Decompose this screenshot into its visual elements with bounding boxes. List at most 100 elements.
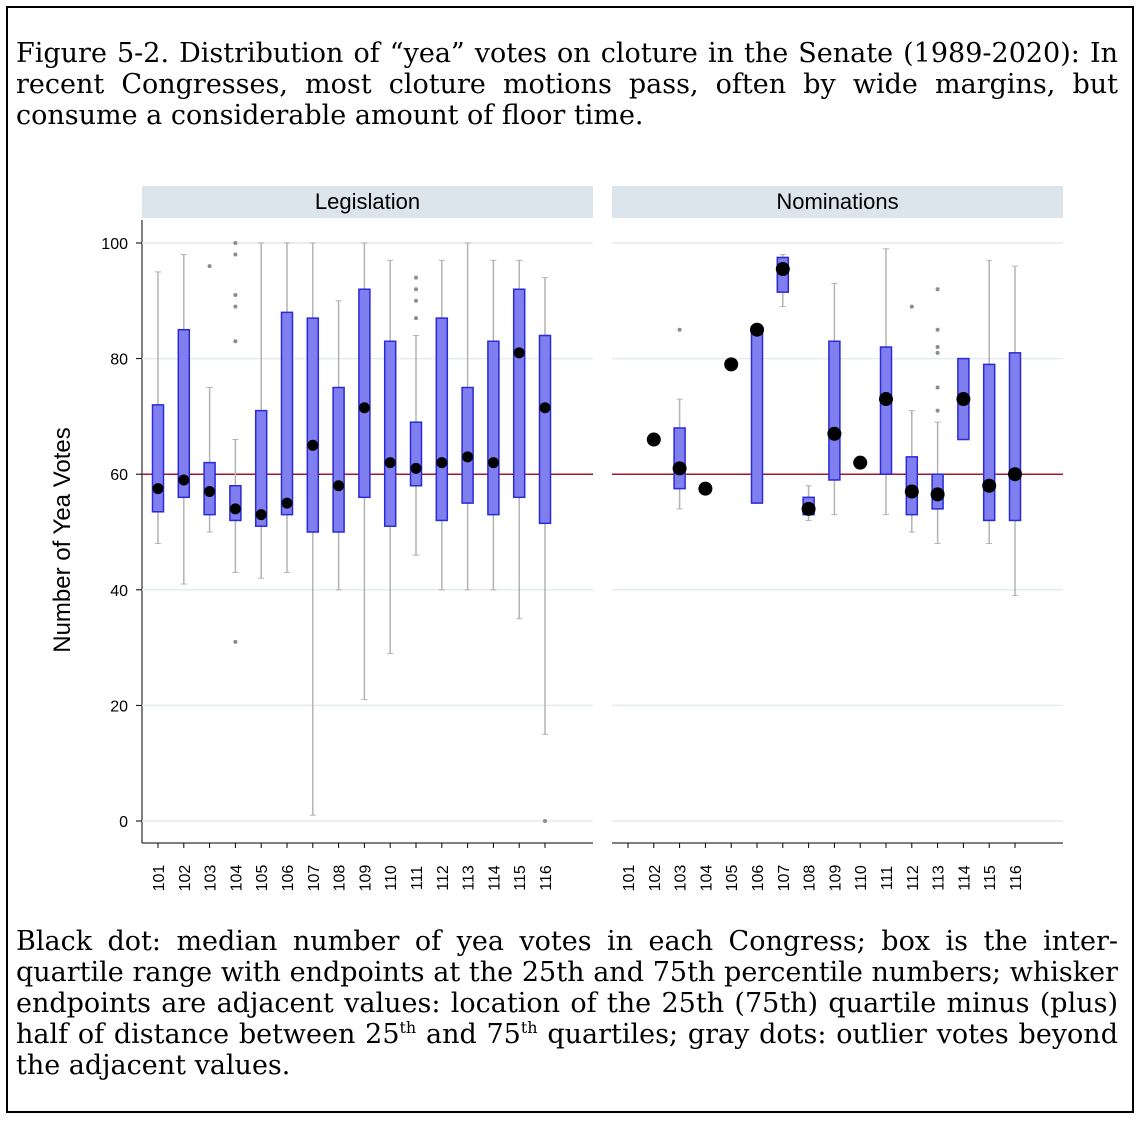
x-tick-label: 113: [931, 865, 948, 891]
iqr-box: [538, 334, 552, 525]
box-congress-113: [461, 242, 474, 591]
figure-title-line1: Figure 5-2. Distribution of “yea” votes …: [16, 38, 1080, 69]
outlier-point: [233, 252, 238, 257]
outlier-point: [233, 339, 238, 344]
outlier-point: [414, 316, 418, 321]
outlier-point: [414, 287, 418, 292]
median-point: [827, 426, 842, 441]
iqr-box: [750, 328, 764, 504]
box-congress-106: [750, 322, 764, 504]
box-congress-103: [672, 327, 687, 510]
iqr-box: [487, 340, 500, 516]
y-axis-title: Number of Yea Votes: [49, 427, 76, 653]
x-tick-label: 115: [512, 865, 529, 891]
iqr-box: [461, 386, 474, 504]
median-point: [229, 503, 241, 515]
box-congress-110: [383, 259, 397, 654]
box-congress-102: [646, 432, 661, 447]
median-point: [436, 457, 448, 469]
box-congress-116: [1008, 265, 1022, 597]
x-tick-label: 107: [306, 865, 323, 892]
panel-title: Legislation: [315, 189, 420, 214]
box-congress-107: [306, 242, 320, 816]
iqr-box: [280, 311, 294, 516]
median-point: [775, 262, 790, 277]
iqr-box: [332, 386, 345, 533]
box-congress-109: [827, 282, 842, 516]
box-congress-112: [435, 259, 449, 591]
median-point: [487, 457, 499, 469]
iqr-box: [435, 317, 449, 522]
x-tick-label: 103: [203, 865, 220, 892]
x-tick-label: 101: [151, 865, 168, 892]
iqr-box: [358, 288, 371, 499]
panel-header: [612, 186, 1063, 218]
box-congress-116: [538, 277, 552, 823]
median-point: [178, 474, 190, 486]
box-congress-109: [358, 242, 371, 701]
x-tick-label: 111: [409, 866, 426, 890]
median-point: [255, 509, 267, 521]
x-tick-label: 116: [1008, 865, 1025, 891]
x-tick-label: 113: [461, 865, 478, 891]
outlier-point: [935, 287, 940, 292]
median-point: [646, 432, 661, 447]
outlier-point: [935, 350, 940, 355]
x-tick-label: 112: [905, 865, 922, 891]
iqr-box: [1008, 352, 1022, 522]
median-point: [879, 392, 893, 407]
panel-title: Nominations: [776, 189, 898, 214]
x-tick-label: 112: [435, 865, 452, 891]
outlier-point: [677, 327, 682, 332]
x-tick-label: 114: [956, 865, 973, 891]
iqr-box: [512, 288, 526, 499]
box-congress-102: [177, 254, 191, 585]
iqr-box: [306, 317, 320, 533]
iqr-box: [982, 363, 996, 522]
x-tick-label: 106: [280, 865, 297, 892]
panel-header: [142, 186, 593, 218]
median-point: [956, 392, 971, 407]
x-tick-label: 109: [357, 865, 374, 892]
iqr-box: [383, 340, 397, 527]
median-point: [410, 462, 422, 474]
y-tick-label: 60: [110, 467, 128, 484]
figure-note-sup2: th: [520, 1018, 538, 1037]
median-point: [904, 484, 919, 499]
x-tick-label: 110: [853, 865, 870, 891]
median-point: [853, 455, 868, 470]
outlier-point: [414, 275, 418, 280]
outlier-point: [935, 408, 940, 413]
figure-note-part2: and 75: [416, 1019, 521, 1050]
figure-title: Figure 5-2. Distribution of “yea” votes …: [16, 38, 1118, 131]
x-tick-label: 105: [724, 865, 741, 892]
outlier-point: [935, 327, 940, 332]
y-tick-label: 80: [110, 352, 128, 369]
iqr-box: [177, 328, 191, 499]
median-point: [152, 483, 164, 495]
box-congress-115: [512, 259, 526, 620]
median-point: [333, 480, 345, 492]
median-point: [1008, 467, 1022, 482]
median-point: [358, 402, 370, 414]
x-tick-label: 116: [538, 865, 555, 891]
median-point: [724, 357, 739, 372]
median-point: [204, 486, 216, 498]
outlier-point: [233, 639, 238, 644]
x-tick-label: 103: [673, 865, 690, 892]
iqr-box: [879, 346, 893, 475]
outlier-point: [935, 345, 940, 350]
figure-note-part1: Black dot: median number of yea votes in…: [16, 926, 1118, 1050]
box-congress-105: [724, 357, 739, 372]
x-tick-label: 102: [647, 865, 664, 892]
median-point: [513, 347, 525, 359]
box-congress-105: [254, 242, 268, 579]
x-tick-label: 104: [228, 865, 245, 892]
iqr-box: [673, 427, 686, 490]
box-congress-106: [280, 242, 294, 573]
x-tick-label: 115: [982, 865, 999, 891]
figure-title-line2: In recent Congresses, most cloture motio…: [16, 38, 1118, 131]
median-point: [982, 478, 997, 493]
box-congress-108: [801, 485, 816, 521]
median-point: [930, 487, 945, 502]
